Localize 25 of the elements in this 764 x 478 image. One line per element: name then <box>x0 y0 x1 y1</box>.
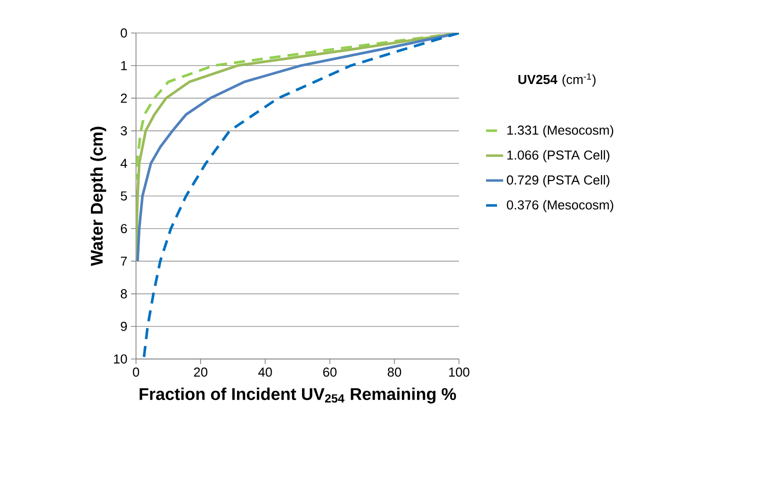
y-tick-label: 3 <box>120 126 127 136</box>
x-tick-label: 40 <box>258 368 272 377</box>
y-tick-label: 6 <box>120 224 127 234</box>
legend-title: UV254 (cm$^{-1}$) <box>518 73 596 87</box>
legend-label: 1.066 (PSTA Cell) <box>507 150 610 162</box>
y-tick-label: 7 <box>120 256 127 266</box>
y-tick-label: 8 <box>120 289 127 298</box>
y-tick-label: 4 <box>120 158 128 168</box>
y-tick-label: 0 <box>120 28 127 38</box>
y-tick-label: 10 <box>114 354 127 364</box>
legend-label: 0.729 (PSTA Cell) <box>506 175 610 188</box>
y-tick-label: 1 <box>121 61 127 70</box>
y-tick-label: 9 <box>120 322 127 331</box>
x-tick-label: 20 <box>194 368 208 377</box>
x-tick-label: 80 <box>388 368 402 377</box>
legend-label: 0.376 (Mesocosm) <box>506 200 614 212</box>
x-axis-title: Fraction of Incident UV$_{254}$ Remaining % <box>140 388 456 404</box>
legend-label: 1.331 (Mesocosm) <box>507 125 614 138</box>
y-tick-label: 5 <box>120 191 127 201</box>
y-axis-title: Water Depth (cm) <box>90 126 106 266</box>
x-tick-label: 0 <box>132 368 140 377</box>
x-tick-label: 60 <box>323 368 337 377</box>
x-tick-label: 100 <box>449 368 470 377</box>
line-series <box>142 32 459 359</box>
y-tick-label: 2 <box>120 94 127 103</box>
